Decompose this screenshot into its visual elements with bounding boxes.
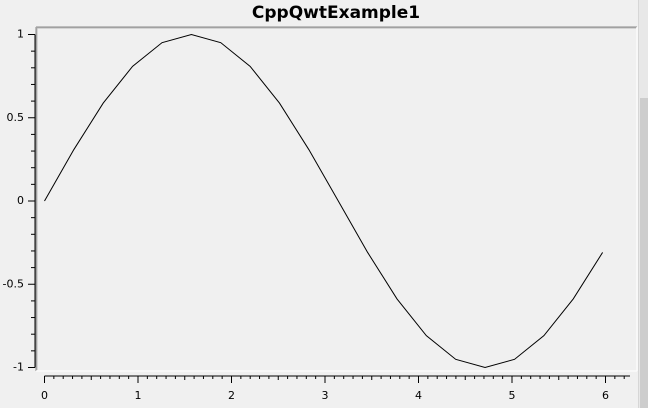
data-line-series-0	[44, 33, 604, 369]
x-tick-label: 2	[228, 389, 235, 402]
y-tick-label: -0.5	[3, 277, 24, 290]
y-axis: 1 0.5 0 -0.5 -1	[3, 28, 36, 374]
canvas-background	[36, 27, 637, 371]
x-tick-label: 5	[509, 389, 516, 402]
x-tick-label: 1	[135, 389, 142, 402]
x-tick-label: 0	[41, 389, 48, 402]
y-tick-label: -1	[13, 361, 24, 374]
x-tick-label: 3	[322, 389, 329, 402]
x-tick-label: 6	[602, 389, 609, 402]
y-tick-label: 0	[17, 194, 24, 207]
curve-layer	[44, 33, 604, 369]
chart-title: CppQwtExample1	[251, 3, 421, 23]
y-tick-label: 1	[17, 28, 24, 41]
plot-canvas	[35, 26, 638, 372]
vertical-scrollbar-thumb[interactable]	[640, 98, 648, 408]
y-tick-label: 0.5	[7, 111, 25, 124]
x-axis: 0 1 2 3 4 5 6	[41, 375, 630, 402]
x-tick-label: 4	[415, 389, 422, 402]
